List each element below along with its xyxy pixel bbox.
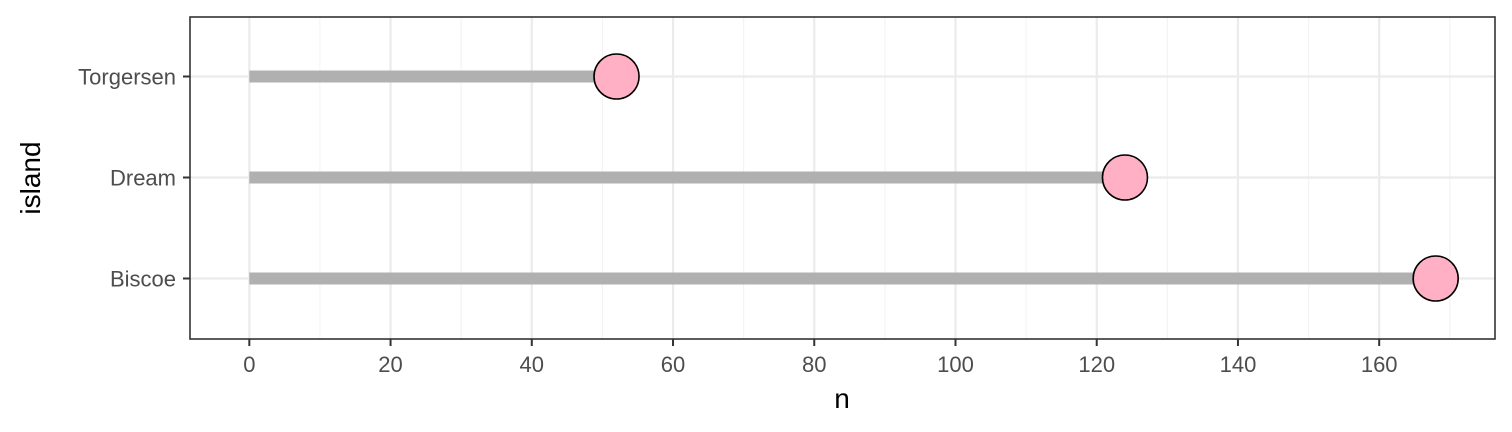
y-axis-title: island [15,141,46,214]
x-tick-label: 40 [520,352,544,377]
lollipop-point-torgersen [593,53,640,100]
x-axis-title: n [834,383,850,414]
lollipop-stems [249,70,1436,285]
x-tick-label: 160 [1361,352,1398,377]
x-tick-label: 100 [937,352,974,377]
lollipop-points [593,53,1459,302]
y-tick-label: Torgersen [78,65,176,90]
lollipop-point-dream [1101,154,1149,201]
x-tick-label: 80 [802,352,826,377]
y-tick-label: Dream [110,166,176,191]
x-tick-label: 0 [243,352,255,377]
y-tick-label: Biscoe [110,267,176,292]
x-tick-label: 120 [1078,352,1115,377]
x-axis: 0 20 40 60 80 100 120 140 160 [243,339,1398,377]
x-tick-label: 140 [1220,352,1257,377]
y-axis: Biscoe Dream Torgersen [78,65,190,292]
x-tick-label: 20 [378,352,402,377]
lollipop-point-biscoe [1412,255,1459,302]
x-tick-label: 60 [661,352,685,377]
